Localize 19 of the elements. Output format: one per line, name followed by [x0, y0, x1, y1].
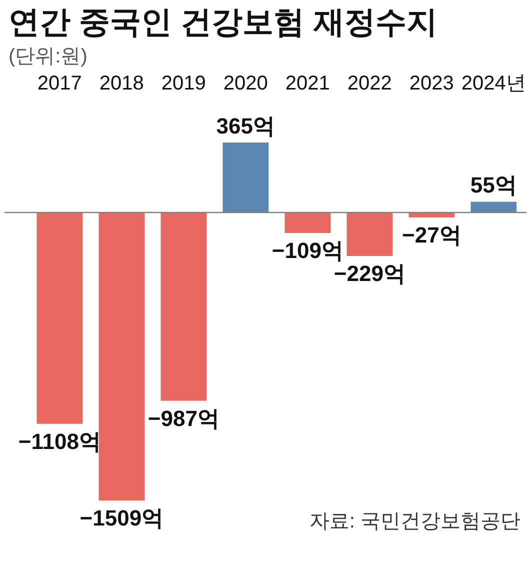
x-tick-label: 2019: [161, 72, 206, 94]
data-label: 55억: [470, 172, 517, 198]
data-label: −1108억: [18, 428, 101, 454]
x-tick-label: 2024년: [461, 72, 526, 94]
data-label: −1509억: [80, 506, 164, 530]
data-label: −109억: [272, 238, 344, 264]
x-tick-label: 2022: [347, 72, 392, 94]
data-label: −27억: [402, 222, 462, 248]
text: 자료: 국민건강보험공단: [309, 510, 521, 532]
data-label: 365억: [216, 114, 276, 138]
x-tick-label: 2023: [409, 72, 454, 94]
x-tick-label: 2021: [285, 72, 330, 94]
x-tick-label: 2017: [37, 72, 82, 94]
x-tick-label: 2018: [99, 72, 144, 94]
chart-title: 연간 중국인 건강보험 재정수지: [8, 4, 438, 40]
data-label: −987억: [148, 406, 220, 431]
chart-subtitle: (단위:원): [8, 46, 88, 68]
x-tick-label: 2020: [223, 72, 268, 94]
data-label: −229억: [334, 260, 406, 286]
